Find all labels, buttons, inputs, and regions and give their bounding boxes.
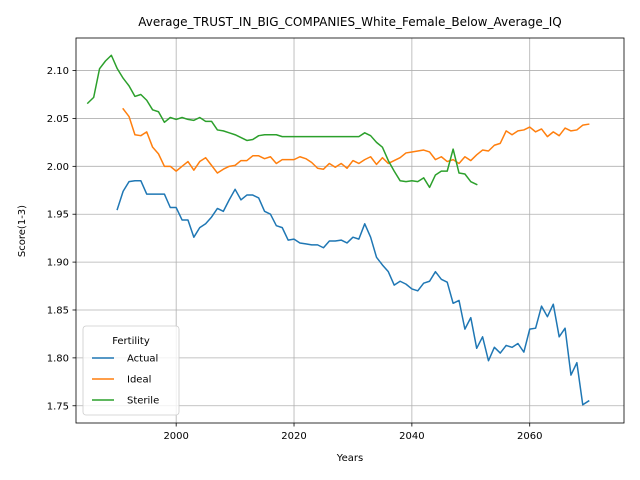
y-tick-label: 1.80 [47, 353, 69, 364]
axis-ticks: 2000 2020 2040 2060 1.75 1.80 1.85 1.90 1.95 2.00… [47, 66, 543, 442]
legend-label-ideal: Ideal [127, 375, 151, 386]
y-tick-label: 1.90 [47, 258, 69, 269]
legend-label-sterile: Sterile [127, 396, 159, 407]
legend-label-actual: Actual [127, 354, 158, 365]
y-axis-label: Score(1-3) [17, 205, 28, 257]
y-tick-label: 1.95 [47, 210, 69, 221]
x-tick-label: 2060 [517, 431, 542, 442]
y-tick-label: 2.05 [47, 114, 69, 125]
gridlines [76, 38, 624, 423]
legend-title: Fertility [112, 336, 150, 347]
series-lines [86, 54, 590, 406]
series-line-ideal [122, 107, 590, 174]
legend-items: Actual Ideal Sterile [92, 354, 159, 407]
x-axis-label: Years [336, 453, 363, 464]
legend-box [82, 325, 180, 416]
plot-frame [75, 37, 625, 424]
y-tick-label: 1.85 [47, 305, 69, 316]
legend: Fertility Actual Ideal Sterile [82, 325, 180, 416]
y-tick-label: 2.00 [47, 162, 69, 173]
y-tick-label: 2.10 [47, 66, 69, 77]
y-tick-label: 1.75 [47, 401, 69, 412]
x-tick-label: 2000 [163, 431, 188, 442]
x-tick-label: 2040 [399, 431, 424, 442]
x-tick-label: 2020 [281, 431, 306, 442]
chart-title: Average_TRUST_IN_BIG_COMPANIES_White_Fem… [138, 15, 561, 29]
